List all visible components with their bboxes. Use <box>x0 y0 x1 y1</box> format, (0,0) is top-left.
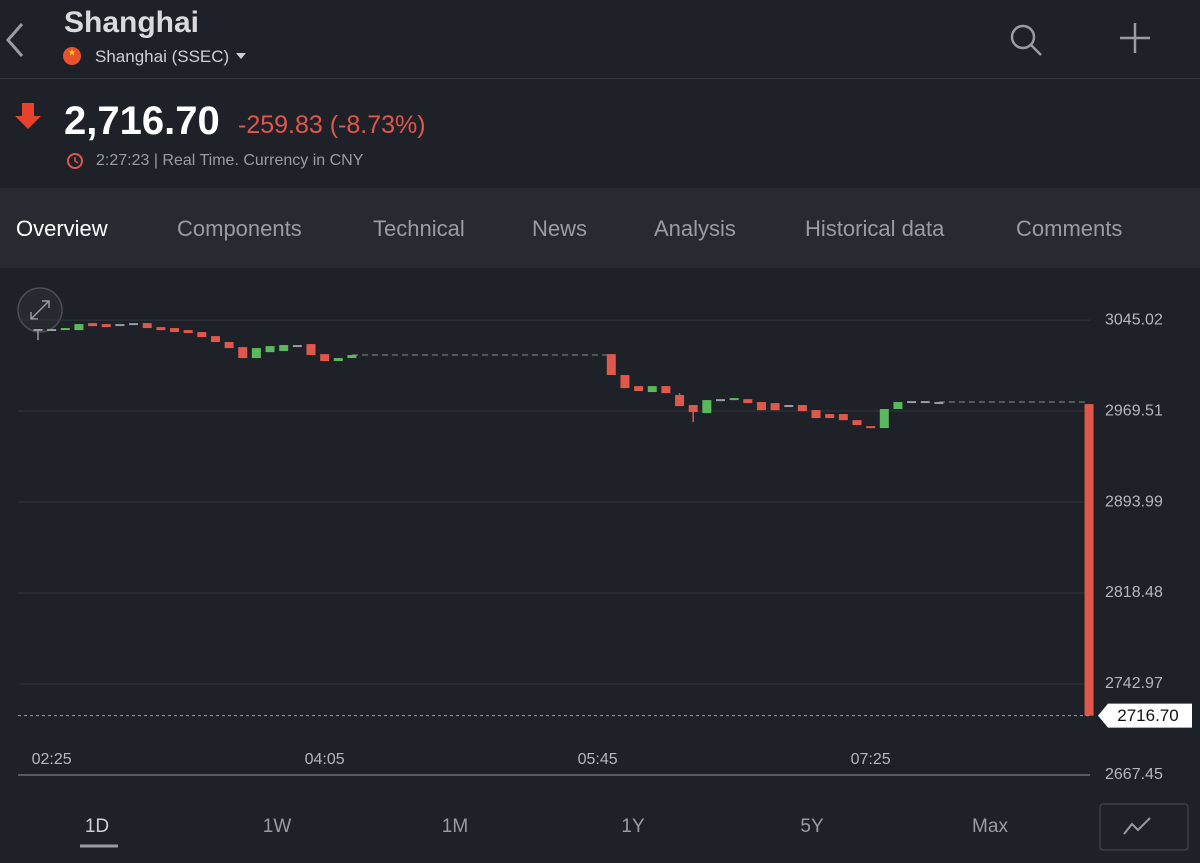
x-tick-label: 07:25 <box>851 751 891 768</box>
candle-body <box>606 354 616 376</box>
y-tick-label: 2818.48 <box>1105 584 1163 601</box>
candle-body <box>770 403 780 411</box>
chart: 2667.45 2742.97 2818.48 2893.99 2969.51 3045.… <box>17 287 1192 851</box>
chart-type-button[interactable] <box>1099 803 1189 851</box>
candle-body <box>347 355 357 359</box>
tab[interactable]: Comments <box>1016 216 1123 241</box>
candle-body <box>797 405 807 412</box>
candle-body <box>292 345 302 348</box>
candle-body <box>306 344 316 356</box>
candle-body <box>893 402 903 410</box>
range-button[interactable]: 5Y <box>800 816 824 837</box>
candle-body <box>702 400 712 414</box>
price-bar: 2,716.70 -259.83 (-8.73%) 2:27:23 | Real… <box>0 79 1200 188</box>
candle-body <box>729 398 739 401</box>
candle-body <box>756 402 766 411</box>
candle-body <box>142 323 152 329</box>
candle-body <box>47 329 57 332</box>
exchange-selector[interactable]: Shanghai (SSEC) <box>95 47 230 66</box>
expand-button[interactable] <box>17 287 63 333</box>
candle-body <box>879 409 889 429</box>
candle-body <box>333 358 343 362</box>
candle-body <box>60 328 70 331</box>
range-button[interactable]: Max <box>972 816 1008 837</box>
candle-body <box>811 410 821 419</box>
candle-body <box>320 354 330 362</box>
tab-bar: Overview Components Technical News Analysis H… <box>0 188 1200 268</box>
candle-body <box>825 414 835 419</box>
title: Shanghai <box>64 6 200 39</box>
candle-body <box>688 405 698 413</box>
clock-icon <box>67 153 83 169</box>
last-price-label: 2716.70 <box>1117 706 1178 725</box>
x-tick-label: 04:05 <box>305 751 345 768</box>
candle-body <box>238 347 248 359</box>
tab[interactable]: Analysis <box>654 216 736 241</box>
candle-body <box>210 336 220 343</box>
candle-body <box>33 329 43 332</box>
tab[interactable]: Historical data <box>805 216 945 241</box>
candle-body <box>156 327 166 331</box>
down-arrow <box>15 103 41 129</box>
tab[interactable]: Overview <box>16 216 108 241</box>
candle-body <box>784 405 794 408</box>
y-tick-label: 2667.45 <box>1105 766 1163 783</box>
tab[interactable]: News <box>532 216 588 241</box>
range-button[interactable]: 1Y <box>621 816 645 837</box>
candle-body <box>170 328 179 333</box>
candle-body <box>265 346 275 353</box>
candle-body <box>743 399 753 404</box>
top-icons: ★ <box>6 23 1150 65</box>
candle-body <box>183 330 193 334</box>
y-tick-label: 3045.02 <box>1105 311 1163 328</box>
last-price: 2,716.70 <box>64 99 220 143</box>
candle-body <box>716 399 725 402</box>
candle-body <box>647 386 657 393</box>
candle-body <box>675 395 685 407</box>
candle-body <box>620 375 630 389</box>
range-button[interactable]: 1M <box>441 816 469 837</box>
tab[interactable]: Components <box>177 216 302 241</box>
range-button[interactable]: 1W <box>262 816 292 837</box>
candle-body <box>838 414 848 421</box>
tab[interactable]: Technical <box>373 216 465 241</box>
price-icons <box>15 103 83 169</box>
candle-body <box>88 323 98 327</box>
candle-body <box>1084 404 1094 716</box>
dropdown-arrow[interactable] <box>236 53 246 59</box>
y-tick-label: 2742.97 <box>1105 675 1163 692</box>
candle-body <box>115 324 125 327</box>
candle-body <box>907 401 917 404</box>
flag-star: ★ <box>68 47 76 57</box>
candle-body <box>934 402 944 405</box>
y-tick-label: 2969.51 <box>1105 402 1163 419</box>
add-button[interactable] <box>1120 23 1150 53</box>
x-tick-label: 02:25 <box>32 751 72 768</box>
flag-icon <box>63 47 81 65</box>
candle-body <box>634 386 644 392</box>
candle-body <box>129 323 139 326</box>
candle-body <box>279 345 289 352</box>
candle-body <box>224 342 234 349</box>
candle-body <box>920 401 930 404</box>
last-price-tag <box>1098 703 1192 728</box>
candle-body <box>197 332 207 338</box>
top-bar: ★ Shanghai Shanghai (SSEC) <box>0 0 1200 79</box>
status-line: 2:27:23 | Real Time. Currency in CNY <box>96 152 364 169</box>
candle-body <box>251 348 261 359</box>
y-tick-label: 2893.99 <box>1105 493 1163 510</box>
price-change: -259.83 (-8.73%) <box>238 111 426 139</box>
candle-body <box>74 324 84 331</box>
range-button[interactable]: 1D <box>84 816 110 837</box>
candle-body <box>101 324 111 328</box>
candle-body <box>866 426 876 429</box>
x-tick-label: 05:45 <box>578 751 618 768</box>
candle-body <box>852 420 862 426</box>
search-button[interactable] <box>1010 24 1042 56</box>
back-button[interactable] <box>6 23 24 57</box>
candle-body <box>661 386 671 394</box>
